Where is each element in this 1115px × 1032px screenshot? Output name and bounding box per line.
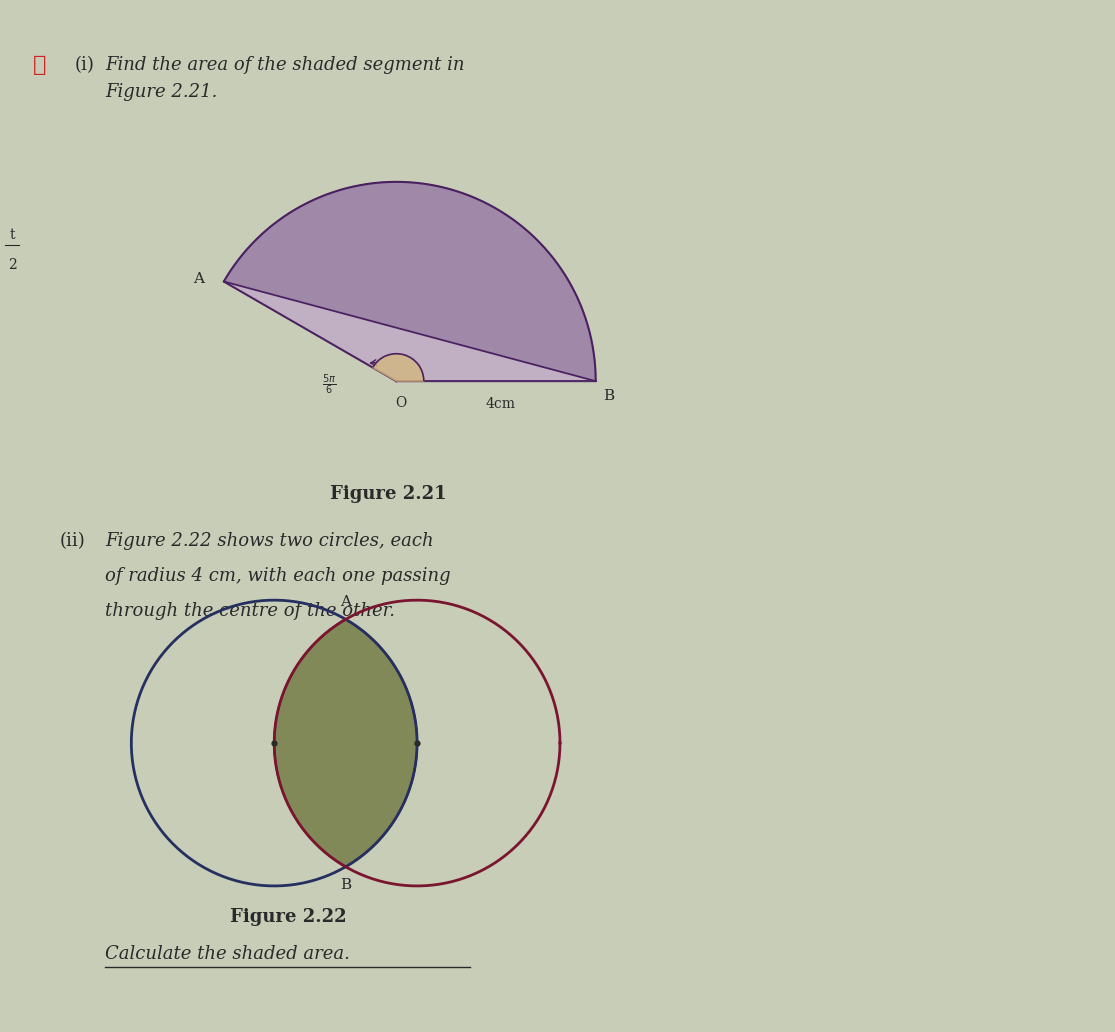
Text: (ii): (ii)	[60, 533, 86, 550]
Text: 4cm: 4cm	[486, 397, 516, 411]
Text: 2: 2	[8, 258, 17, 272]
Text: B: B	[603, 389, 614, 402]
Text: O: O	[395, 396, 406, 410]
Text: Find the area of the shaded segment in: Find the area of the shaded segment in	[105, 56, 465, 74]
Text: (i): (i)	[75, 56, 95, 74]
Polygon shape	[224, 282, 595, 381]
Text: t: t	[9, 228, 14, 241]
Polygon shape	[224, 182, 595, 381]
Text: A: A	[340, 594, 351, 609]
Text: Figure 2.21.: Figure 2.21.	[105, 83, 217, 101]
Text: ⓙ: ⓙ	[33, 55, 47, 75]
Wedge shape	[372, 354, 424, 381]
Text: B: B	[340, 877, 351, 892]
Polygon shape	[274, 619, 417, 867]
Text: through the centre of the other.: through the centre of the other.	[105, 602, 395, 620]
Text: $\frac{5\pi}{6}$: $\frac{5\pi}{6}$	[322, 373, 337, 397]
Text: of radius 4 cm, with each one passing: of radius 4 cm, with each one passing	[105, 567, 450, 585]
Text: Figure 2.22 shows two circles, each: Figure 2.22 shows two circles, each	[105, 533, 434, 550]
Text: Figure 2.22: Figure 2.22	[230, 908, 347, 926]
Text: Calculate the shaded area.: Calculate the shaded area.	[105, 945, 350, 963]
Text: Figure 2.21: Figure 2.21	[330, 485, 447, 503]
Text: A: A	[193, 272, 204, 286]
